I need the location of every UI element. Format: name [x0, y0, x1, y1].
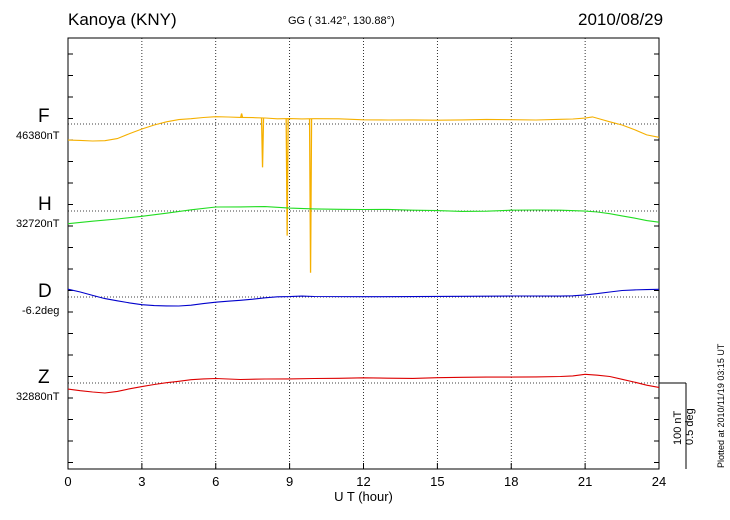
x-tick-label: 3	[138, 474, 145, 489]
plotted-timestamp: Plotted at 2010/11/19 03:15 UT	[716, 343, 726, 468]
series-spike-f	[308, 119, 313, 273]
series-baseline-z: 32880nT	[16, 391, 60, 403]
x-tick-label: 24	[652, 474, 666, 489]
station-title: Kanoya (KNY)	[68, 10, 177, 29]
chart-date: 2010/08/29	[578, 10, 664, 29]
x-axis-label: U T (hour)	[334, 489, 393, 504]
x-tick-label: 18	[504, 474, 518, 489]
scale-bar-deg: 0.5 deg	[684, 408, 696, 445]
series-label-h: H	[38, 194, 52, 215]
series-baseline-d: -6.2deg	[22, 305, 60, 317]
scale-bar-label: 100 nT 0.5 deg	[672, 408, 696, 445]
x-tick-label: 12	[356, 474, 370, 489]
scale-bar-nt: 100 nT	[672, 410, 684, 445]
series-label-f: F	[38, 106, 50, 127]
series-line-d	[67, 288, 660, 307]
x-tick-label: 6	[212, 474, 219, 489]
series-label-d: D	[38, 281, 52, 302]
series-line-f	[67, 116, 660, 142]
station-coordinates: GG ( 31.42°, 130.88°)	[288, 15, 395, 27]
series-spike-f	[260, 117, 265, 168]
x-tick-label: 0	[64, 474, 71, 489]
series-baseline-h: 32720nT	[16, 218, 60, 230]
x-tick-label: 21	[578, 474, 592, 489]
series-line-h	[67, 206, 660, 225]
series-spike-f	[239, 113, 244, 118]
series-baseline-f: 46380nT	[16, 130, 60, 142]
series-spike-f	[285, 118, 289, 236]
x-tick-label: 15	[430, 474, 444, 489]
series-line-z	[67, 373, 660, 394]
series-label-z: Z	[38, 367, 50, 388]
x-tick-label: 9	[286, 474, 293, 489]
